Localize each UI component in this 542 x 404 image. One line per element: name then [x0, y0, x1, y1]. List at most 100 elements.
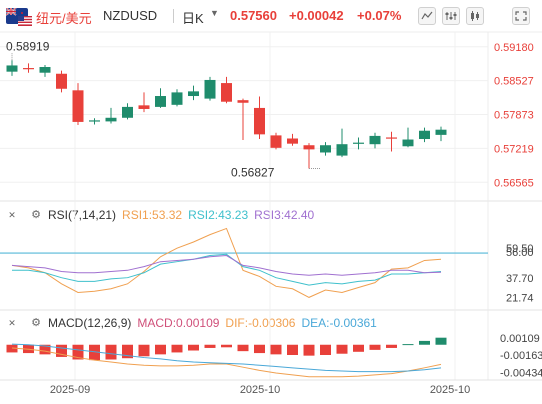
macd-histogram-bar — [320, 344, 331, 355]
candle-body — [270, 135, 282, 148]
macd-histogram-bar — [254, 344, 265, 354]
macd-histogram-bar — [353, 344, 364, 352]
candle-body — [419, 130, 430, 140]
price-change: +0.00042 — [289, 8, 344, 23]
fullscreen-icon[interactable] — [512, 7, 530, 25]
candlestick-type-icon[interactable] — [466, 7, 484, 25]
rsi-axis-tick: 37.70 — [506, 273, 534, 285]
dif-value: DIF:-0.00306 — [225, 316, 296, 330]
macd-axis-tick: -0.00163 — [500, 350, 542, 362]
rsi3-value: RSI3:42.40 — [254, 208, 315, 222]
macd-histogram-bar — [138, 344, 150, 357]
timeframe-selector[interactable]: 日K — [182, 11, 204, 26]
macd-histogram-bar — [155, 344, 166, 355]
low-price-annotation: 0.56827 — [231, 166, 275, 180]
chevron-down-icon[interactable]: ▼ — [210, 8, 219, 18]
collapse-icon[interactable]: ✕ — [8, 210, 16, 220]
candle-body — [336, 144, 348, 156]
macd-histogram-bar — [72, 344, 84, 360]
x-axis-tick: 2025-10 — [430, 384, 470, 396]
rsi2-value: RSI2:43.23 — [188, 208, 249, 222]
macd-histogram-bar — [188, 344, 199, 351]
candle-body — [353, 142, 364, 144]
macd-axis-tick: -0.00434 — [500, 368, 542, 380]
macd-histogram-bar — [105, 344, 117, 360]
candle-body — [204, 79, 216, 99]
macd-header: ✕ ⚙ MACD(12,26,9) MACD:0.00109 DIF:-0.00… — [0, 314, 383, 332]
candle-body — [237, 100, 249, 103]
macd-histogram-bar — [402, 344, 414, 346]
candle-body — [287, 138, 298, 144]
macd-histogram-bar — [204, 344, 216, 348]
candle-body — [39, 67, 51, 73]
rsi-series-line-rsi2 — [12, 253, 442, 286]
candle-body — [171, 92, 183, 105]
rsi1-value: RSI1:53.32 — [122, 208, 183, 222]
candle-body — [155, 96, 166, 107]
settings-sliders-icon[interactable] — [442, 7, 460, 25]
macd-histogram-bar — [336, 344, 348, 354]
price-axis-tick: 0.58527 — [494, 76, 534, 88]
macd-histogram-bar — [435, 337, 447, 345]
macd-histogram-bar — [237, 344, 249, 352]
candle-body — [122, 106, 133, 118]
price-axis-tick: 0.57873 — [494, 110, 534, 122]
pair-title: 纽元/美元 — [36, 11, 92, 26]
gear-icon[interactable]: ⚙ — [31, 209, 41, 221]
macd-histogram-bar — [287, 344, 298, 355]
macd-series-line-dea — [11, 343, 442, 373]
candle-body — [6, 65, 18, 72]
candle-body — [188, 91, 199, 97]
x-axis-tick: 2025-09 — [50, 384, 90, 396]
macd-histogram-bar — [6, 344, 18, 353]
candle-body — [138, 105, 150, 109]
macd-name[interactable]: MACD(12,26,9) — [48, 316, 132, 330]
candle-body — [221, 83, 232, 102]
collapse-icon[interactable]: ✕ — [8, 318, 16, 328]
x-axis-tick: 2025-10 — [240, 384, 280, 396]
candle-body — [435, 129, 447, 135]
candle-body — [254, 107, 265, 135]
price-axis-tick: 0.57219 — [494, 143, 534, 155]
candle-body — [369, 135, 381, 145]
candle-body — [386, 137, 397, 139]
price-axis-tick: 0.56565 — [494, 177, 534, 189]
candle-body — [23, 68, 34, 70]
high-price-annotation: 0.58919 — [6, 39, 50, 53]
rsi-axis-tick: 56.00 — [506, 247, 534, 259]
macd-histogram-bar — [89, 344, 100, 361]
macd-histogram-bar — [419, 340, 430, 345]
macd-histogram-bar — [122, 344, 133, 359]
rsi-axis-tick: 59.50 — [506, 243, 534, 255]
candle-body — [105, 117, 117, 122]
candle-body — [402, 139, 414, 147]
candle-body — [72, 90, 84, 122]
candle-body — [303, 145, 315, 150]
macd-histogram-bar — [23, 344, 34, 354]
macd-histogram-bar — [171, 344, 183, 353]
macd-series-line-dif — [11, 347, 442, 378]
gear-icon[interactable]: ⚙ — [31, 317, 41, 329]
toolbar-divider — [173, 9, 174, 23]
symbol-code: NZDUSD — [103, 8, 158, 23]
us-flag-icon — [18, 16, 32, 26]
price-change-percent: +0.07% — [357, 8, 402, 23]
rsi-header: ✕ ⚙ RSI(7,14,21) RSI1:53.32 RSI2:43.23 R… — [0, 206, 320, 224]
rsi-name[interactable]: RSI(7,14,21) — [48, 208, 117, 222]
rsi-axis-tick: 21.74 — [506, 293, 534, 305]
dea-value: DEA:-0.00361 — [301, 316, 377, 330]
chart-toolbar: 纽元/美元 NZDUSD 日K ▼ 0.57560 +0.00042 +0.07… — [0, 0, 542, 32]
rsi-series-line-rsi3 — [11, 255, 442, 276]
macd-histogram-bar — [221, 344, 232, 348]
indicator-line-icon[interactable] — [418, 7, 436, 25]
candle-body — [320, 145, 331, 153]
macd-histogram-bar — [56, 344, 67, 357]
macd-histogram-bar — [386, 344, 397, 348]
macd-axis-tick: 0.00109 — [500, 333, 540, 345]
macd-histogram-bar — [369, 344, 381, 350]
rsi-series-line-rsi1 — [11, 227, 442, 298]
macd-histogram-bar — [270, 344, 282, 355]
last-price: 0.57560 — [230, 8, 277, 23]
